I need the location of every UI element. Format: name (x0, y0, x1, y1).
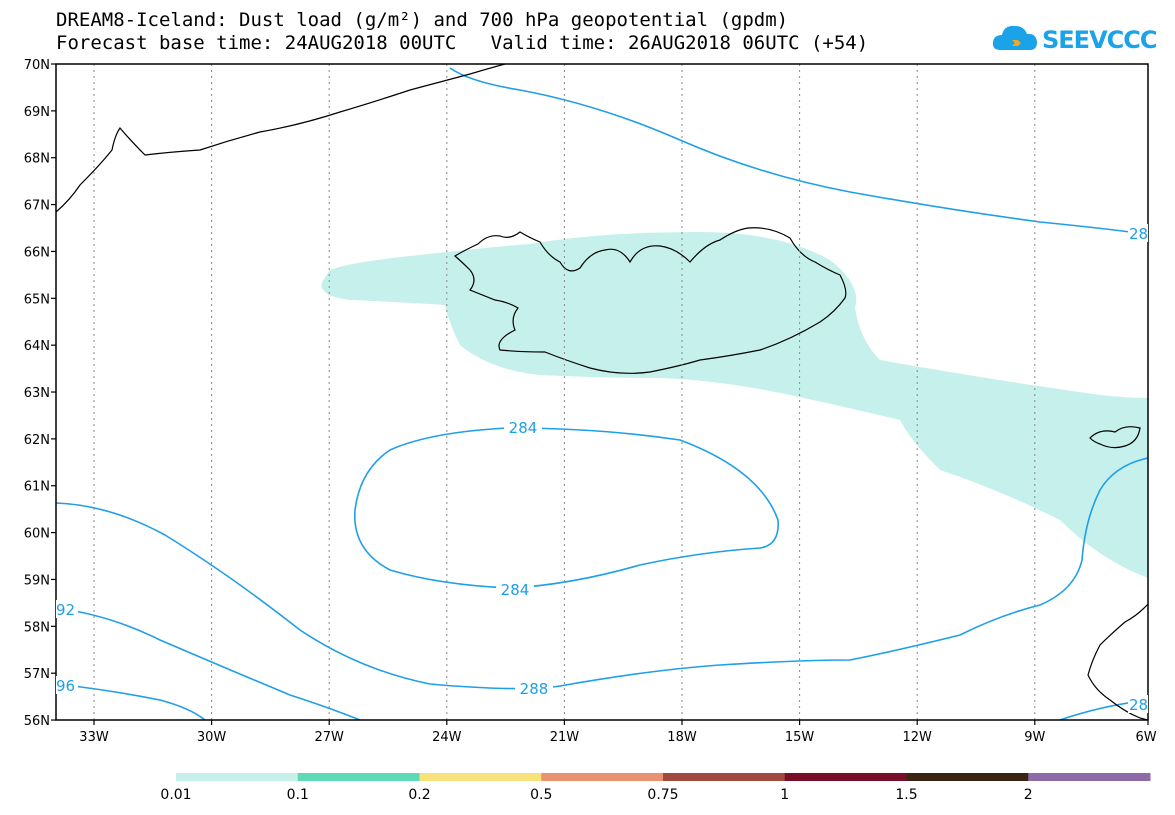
colorbar-tick-label: 0.5 (530, 787, 552, 803)
lon-tick-label: 6W (1135, 730, 1156, 745)
lat-tick-label: 67N (24, 199, 50, 214)
lon-tick-label: 21W (550, 730, 580, 745)
scotland-coast (1087, 603, 1148, 720)
colorbar-tick-label: 0.2 (408, 787, 430, 803)
lat-tick-label: 66N (24, 245, 50, 260)
contour-label-292: 92 (56, 601, 75, 619)
lon-tick-label: 18W (667, 730, 697, 745)
greenland-coast (56, 64, 506, 213)
colorbar-segment (297, 773, 420, 781)
contour-label-280: 28 (1129, 225, 1148, 243)
dust-area (321, 232, 1148, 578)
colorbar-segment (1028, 773, 1151, 781)
lon-tick-label: 9W (1024, 730, 1045, 745)
lat-tick-label: 68N (24, 152, 50, 167)
lat-tick-label: 69N (24, 105, 50, 120)
contour-label-284-top: 284 (509, 419, 538, 437)
logo-text: SEEVCCC (1042, 26, 1157, 54)
contour-label-288: 288 (520, 680, 549, 698)
colorbar-tick-label: 2 (1024, 787, 1033, 803)
chart-subtitle: Forecast base time: 24AUG2018 00UTC Vali… (56, 32, 869, 54)
faroe-coast (1089, 426, 1141, 449)
lon-tick-label: 24W (432, 730, 462, 745)
chart-title: DREAM8-Iceland: Dust load (g/m²) and 700… (56, 9, 789, 31)
contour-288 (56, 457, 1148, 690)
lon-tick-label: 30W (197, 730, 227, 745)
lat-tick-label: 56N (24, 714, 50, 729)
lat-tick-label: 70N (24, 58, 50, 73)
contour-284 (354, 427, 779, 589)
lat-tick-label: 57N (24, 667, 50, 682)
lat-tick-label: 58N (24, 620, 50, 635)
lat-tick-label: 63N (24, 386, 50, 401)
colorbar-segment (176, 773, 299, 781)
lat-tick-label: 61N (24, 480, 50, 495)
contour-label-296: 96 (56, 677, 75, 695)
contour-label-284-bottom: 284 (501, 581, 530, 599)
iceland-coast (453, 227, 847, 374)
colorbar-tick-label: 1.5 (895, 787, 917, 803)
lat-tick-label: 60N (24, 527, 50, 542)
colorbar-tick-label: 0.1 (287, 787, 309, 803)
colorbar-segment (784, 773, 907, 781)
lat-tick-label: 59N (24, 573, 50, 588)
contour-280 (449, 67, 1131, 233)
lat-tick-label: 65N (24, 292, 50, 307)
colorbar-segment (906, 773, 1029, 781)
contour-292 (56, 607, 361, 720)
colorbar-tick-label: 0.01 (160, 787, 191, 803)
colorbar-tick-label: 1 (780, 787, 789, 803)
colorbar-tick-label: 0.75 (647, 787, 678, 803)
colorbar-segment (541, 773, 664, 781)
colorbar-segment (663, 773, 786, 781)
contour-296 (56, 683, 206, 720)
lon-tick-label: 15W (785, 730, 815, 745)
lat-tick-label: 62N (24, 433, 50, 448)
cloud-icon (992, 25, 1037, 50)
contour-label-se: 28 (1129, 696, 1148, 714)
lon-tick-label: 27W (314, 730, 344, 745)
lat-tick-label: 64N (24, 339, 50, 354)
colorbar-segment (419, 773, 542, 781)
lon-tick-label: 12W (902, 730, 932, 745)
lon-tick-label: 33W (79, 730, 109, 745)
